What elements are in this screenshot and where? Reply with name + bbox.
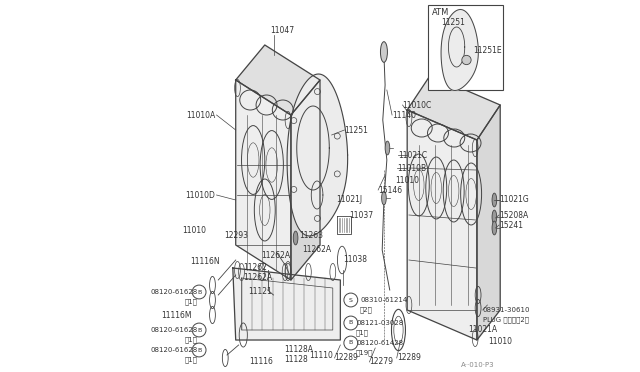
Ellipse shape xyxy=(385,141,390,155)
Polygon shape xyxy=(236,80,291,280)
Text: PLUG プラグ（2）: PLUG プラグ（2） xyxy=(483,317,529,323)
Text: 08120-61428: 08120-61428 xyxy=(356,340,403,346)
Text: 15208A: 15208A xyxy=(499,211,528,219)
Text: 11021J: 11021J xyxy=(336,196,362,205)
Text: 08310-61214: 08310-61214 xyxy=(360,297,407,303)
Text: 15146: 15146 xyxy=(378,186,403,195)
Text: 11116M: 11116M xyxy=(162,311,192,321)
Text: 11010A: 11010A xyxy=(186,110,216,119)
Text: 11110: 11110 xyxy=(310,350,333,359)
Text: （2）: （2） xyxy=(360,307,373,313)
Text: 08121-03028: 08121-03028 xyxy=(356,320,403,326)
Text: 11128A: 11128A xyxy=(284,346,313,355)
Ellipse shape xyxy=(492,221,497,235)
Text: 08120-61628: 08120-61628 xyxy=(150,289,198,295)
Text: （1）: （1） xyxy=(185,337,198,343)
Circle shape xyxy=(344,316,358,330)
Polygon shape xyxy=(407,110,477,340)
Text: B: B xyxy=(197,347,201,353)
Text: 08120-61628: 08120-61628 xyxy=(150,327,198,333)
Polygon shape xyxy=(233,268,340,340)
Text: 11116: 11116 xyxy=(249,357,273,366)
Text: 11037: 11037 xyxy=(349,211,373,219)
Text: 11010D: 11010D xyxy=(186,190,216,199)
Polygon shape xyxy=(287,74,348,236)
Text: 11251: 11251 xyxy=(441,17,465,26)
Text: 11262A: 11262A xyxy=(260,250,290,260)
Text: 11010: 11010 xyxy=(182,225,207,234)
Circle shape xyxy=(192,285,206,299)
Circle shape xyxy=(192,343,206,357)
Text: （1）: （1） xyxy=(185,357,198,363)
Bar xyxy=(428,5,503,90)
Polygon shape xyxy=(291,80,320,280)
Text: B: B xyxy=(197,289,201,295)
Polygon shape xyxy=(407,75,500,140)
Text: 11262: 11262 xyxy=(243,263,267,273)
Ellipse shape xyxy=(380,42,387,62)
Text: 11021C: 11021C xyxy=(399,151,428,160)
Ellipse shape xyxy=(293,231,298,245)
Text: （1）: （1） xyxy=(356,330,369,336)
Ellipse shape xyxy=(492,210,497,224)
Text: 12289: 12289 xyxy=(397,353,420,362)
Text: （1）: （1） xyxy=(185,299,198,305)
Text: 11010B: 11010B xyxy=(397,164,426,173)
Circle shape xyxy=(344,336,358,350)
Text: 11263: 11263 xyxy=(300,231,324,240)
Text: 11121: 11121 xyxy=(248,288,271,296)
Text: 15241: 15241 xyxy=(499,221,523,230)
Polygon shape xyxy=(441,10,478,90)
Text: B: B xyxy=(349,340,353,346)
Circle shape xyxy=(192,323,206,337)
Text: S: S xyxy=(349,298,353,302)
Ellipse shape xyxy=(381,191,387,205)
Text: 11140: 11140 xyxy=(392,110,416,119)
Text: 11010C: 11010C xyxy=(403,100,432,109)
Text: 11128: 11128 xyxy=(284,356,308,365)
Text: 11021G: 11021G xyxy=(499,196,529,205)
Text: 11010: 11010 xyxy=(488,337,513,346)
Text: 11038: 11038 xyxy=(343,256,367,264)
Text: ATM: ATM xyxy=(431,7,449,16)
Text: 11047: 11047 xyxy=(271,26,294,35)
Text: 12289: 12289 xyxy=(335,353,358,362)
Text: A··010·P3: A··010·P3 xyxy=(461,362,494,368)
Text: 11251: 11251 xyxy=(344,125,368,135)
Text: 11262A: 11262A xyxy=(243,273,273,282)
Text: 11010: 11010 xyxy=(396,176,420,185)
Text: 12279: 12279 xyxy=(369,357,394,366)
Polygon shape xyxy=(236,45,320,115)
Circle shape xyxy=(462,55,471,65)
Ellipse shape xyxy=(492,193,497,207)
Text: 11251E: 11251E xyxy=(473,45,502,55)
Text: B: B xyxy=(349,321,353,326)
Text: 08931-30610: 08931-30610 xyxy=(483,307,531,313)
Text: B: B xyxy=(197,327,201,333)
Text: 11116N: 11116N xyxy=(190,257,220,266)
Text: 08120-61628: 08120-61628 xyxy=(150,347,198,353)
Text: （19）: （19） xyxy=(356,350,374,356)
Circle shape xyxy=(344,293,358,307)
Text: 11021A: 11021A xyxy=(468,326,497,334)
Text: 12293: 12293 xyxy=(224,231,248,240)
Polygon shape xyxy=(477,105,500,340)
Text: 11262A: 11262A xyxy=(303,246,332,254)
